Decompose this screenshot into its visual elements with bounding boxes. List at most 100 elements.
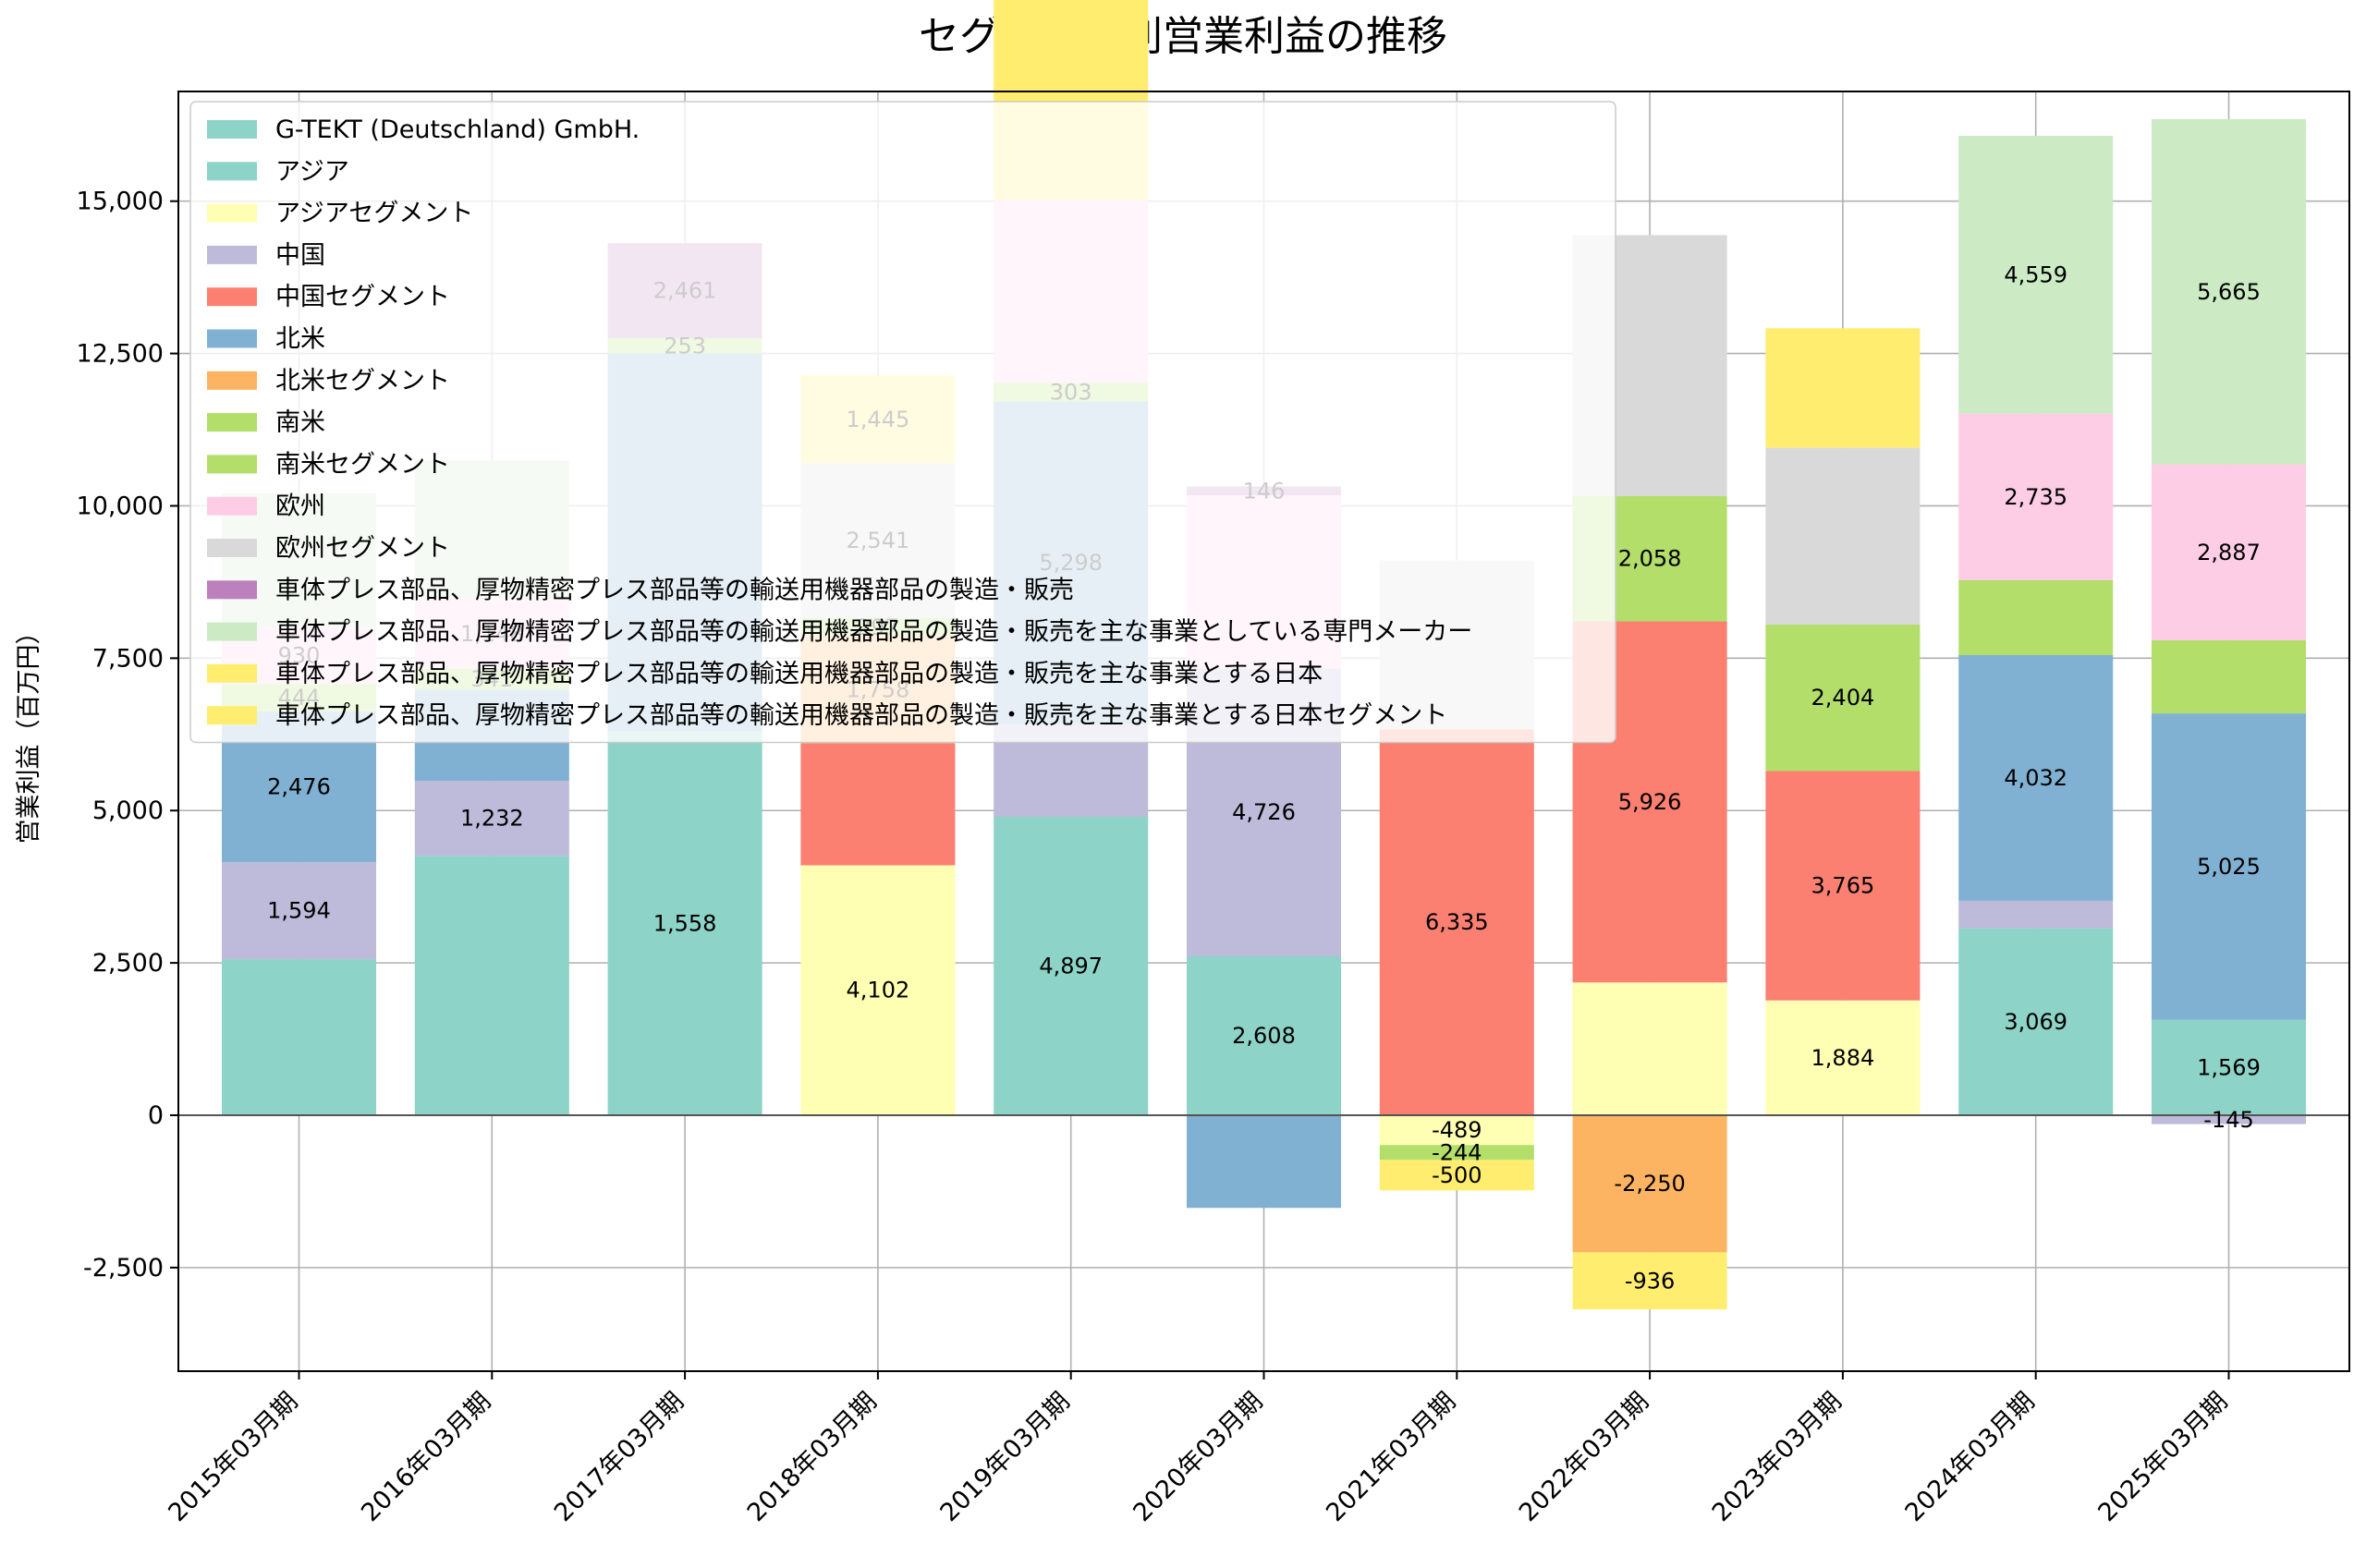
bar-segment (1958, 413, 2114, 581)
x-tick-label: 2023年03月期 (1707, 1387, 1848, 1527)
data-label: 5,025 (2197, 854, 2261, 880)
legend-swatch (207, 455, 257, 474)
bar-segment (1572, 1115, 1727, 1253)
data-label: 4,559 (2004, 261, 2067, 287)
data-label: 4,032 (2004, 765, 2067, 791)
bar-segment (1958, 654, 2114, 901)
legend-swatch (207, 663, 257, 683)
y-tick-label: 15,000 (77, 188, 164, 216)
legend-entry: 欧州 (275, 492, 325, 521)
data-label: 1,594 (267, 898, 331, 924)
legend-entry: 北米 (275, 325, 325, 354)
bar-segment (1572, 1252, 1727, 1310)
legend-entry: 車体プレス部品、厚物精密プレス部品等の輸送用機器部品の製造・販売を主な事業とする… (275, 701, 1447, 730)
x-tick-label: 2021年03月期 (1321, 1387, 1461, 1527)
legend-swatch (207, 287, 257, 307)
legend-entry: 南米セグメント (275, 450, 450, 479)
bar-segment (1765, 624, 1921, 772)
data-label: 2,404 (1811, 685, 1875, 711)
bar-segment (1186, 955, 1342, 1115)
bar-segment (800, 743, 956, 866)
bar-segment (1958, 580, 2114, 655)
bar-segment (1379, 729, 1534, 1115)
data-label: 5,926 (1618, 789, 1682, 815)
y-tick-label: 10,000 (77, 492, 164, 520)
legend-entry: 車体プレス部品、厚物精密プレス部品等の輸送用機器部品の製造・販売 (275, 576, 1074, 604)
legend-entry: G-TEKT (Deutschland) GmbH. (275, 115, 640, 144)
legend-box (189, 101, 1616, 744)
y-tick-label: 2,500 (92, 949, 164, 978)
bar-segment (1958, 928, 2114, 1115)
bar-segment (994, 817, 1149, 1115)
bar-segment (414, 856, 569, 1115)
x-tick-label: 2020年03月期 (1128, 1387, 1268, 1527)
bar-segment (2151, 1115, 2307, 1124)
y-tick-label: 0 (148, 1101, 164, 1130)
x-tick-label: 2017年03月期 (549, 1387, 689, 1527)
data-label: 1,232 (460, 806, 524, 832)
y-tick-label: 7,500 (92, 644, 164, 673)
legend-swatch (207, 120, 257, 139)
data-label: 5,665 (2197, 279, 2261, 305)
x-tick-label: 2016年03月期 (356, 1387, 496, 1527)
legend-entry: アジアセグメント (275, 200, 473, 228)
legend-swatch (207, 706, 257, 725)
data-label: -489 (1432, 1117, 1482, 1143)
x-tick-label: 2018年03月期 (742, 1387, 883, 1527)
bar-segment (1572, 982, 1727, 1115)
legend-swatch (207, 413, 257, 432)
data-label: 2,735 (2004, 484, 2067, 510)
legend-swatch (207, 496, 257, 516)
y-tick-label: 5,000 (92, 796, 164, 825)
legend-entry: 車体プレス部品、厚物精密プレス部品等の輸送用機器部品の製造・販売を主な事業とする… (275, 660, 1323, 688)
data-label: -936 (1625, 1268, 1675, 1294)
data-label: 4,102 (847, 978, 910, 1003)
bar-segment (1765, 1000, 1921, 1115)
data-label: -2,250 (1614, 1171, 1685, 1197)
legend-swatch (207, 539, 257, 557)
legend-swatch (207, 622, 257, 641)
legend-swatch (207, 329, 257, 348)
bar-segment (2151, 1019, 2307, 1115)
legend-swatch (207, 371, 257, 390)
legend-swatch (207, 245, 257, 264)
bar-segment (1958, 135, 2114, 414)
legend: G-TEKT (Deutschland) GmbH. アジアアジアセグメント中国中… (189, 101, 1616, 744)
bar-segment (1958, 900, 2114, 929)
legend-entry: 北米セグメント (275, 367, 450, 395)
bar-segment (2151, 464, 2307, 640)
bar-segment (1379, 1160, 1534, 1191)
bar-segment (221, 861, 377, 960)
data-label: 1,884 (1811, 1045, 1875, 1071)
data-label: 3,765 (1811, 873, 1875, 899)
bar-segment (1379, 1145, 1534, 1161)
x-tick-label: 2025年03月期 (2092, 1387, 2233, 1527)
data-label: 4,726 (1232, 799, 1296, 825)
x-tick-label: 2019年03月期 (935, 1387, 1076, 1527)
legend-swatch (207, 580, 257, 600)
data-label: 4,897 (1039, 954, 1103, 979)
data-label: -244 (1432, 1139, 1482, 1165)
legend-entry: アジア (275, 157, 349, 186)
bar-segment (800, 865, 956, 1115)
data-label: 3,069 (2004, 1009, 2067, 1035)
legend-swatch (207, 203, 257, 223)
data-label: -500 (1432, 1162, 1482, 1188)
legend-swatch (207, 162, 257, 181)
bar-segment (1765, 328, 1921, 448)
legend-entry: 南米 (275, 408, 325, 437)
legend-entry: 車体プレス部品、厚物精密プレス部品等の輸送用機器部品の製造・販売を主な事業として… (275, 618, 1472, 647)
y-tick-label: -2,500 (83, 1254, 164, 1282)
bar-segment (607, 731, 762, 1115)
legend-entry: 中国 (275, 241, 325, 270)
data-label: 2,608 (1232, 1023, 1296, 1049)
data-label: 1,569 (2197, 1054, 2261, 1080)
bar-segment (221, 959, 377, 1115)
data-label: -145 (2203, 1107, 2253, 1133)
data-label: 1,558 (653, 910, 717, 936)
legend-entry: 欧州セグメント (275, 534, 450, 563)
bar-segment (2151, 713, 2307, 1020)
bar-segment (1379, 1115, 1534, 1146)
x-tick-label: 2022年03月期 (1514, 1387, 1654, 1527)
